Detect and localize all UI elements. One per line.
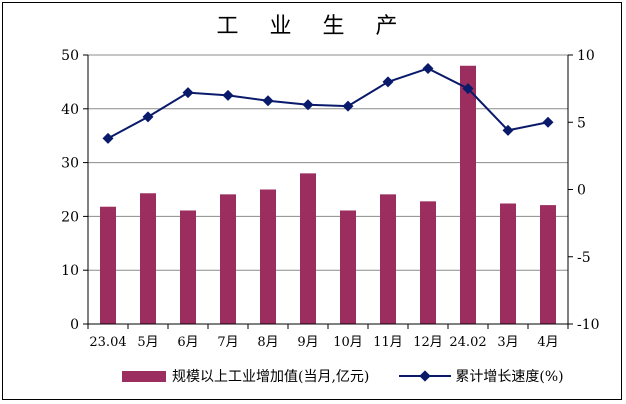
bar: [220, 194, 236, 324]
growth-line: [107, 67, 549, 140]
tick-labels: 0 10 20 30 40 50 -10 -5 0 5 10 23.04 5月 6月 7月 8月 9月 10月 11…: [61, 48, 599, 350]
bar: [540, 205, 556, 324]
right-tick-label: -5: [577, 250, 591, 266]
growth-point: [542, 116, 554, 128]
left-tick-label: 10: [61, 263, 79, 279]
x-tick-label: 5月: [137, 335, 158, 350]
x-tick-label: 11月: [373, 335, 403, 350]
bar: [380, 194, 396, 324]
chart-frame: [2, 2, 622, 400]
legend-bar-swatch: [122, 370, 166, 382]
right-tick-label: 0: [577, 183, 586, 199]
x-tick-label: 12月: [413, 335, 443, 350]
chart-title: 工 业 生 产: [216, 14, 410, 39]
x-tick-label: 10月: [333, 335, 363, 350]
growth-point: [422, 62, 434, 74]
growth-point: [142, 111, 154, 123]
bar-series: [100, 65, 556, 324]
left-tick-label: 0: [70, 317, 79, 333]
legend-line-label: 累计增长速度(%): [455, 369, 564, 385]
line-series: [102, 62, 554, 144]
x-tick-label: 7月: [217, 335, 238, 350]
bar: [140, 193, 156, 324]
chart-legend: 规模以上工业增加值(当月,亿元) 累计增长速度(%): [122, 364, 564, 388]
growth-point: [302, 99, 314, 111]
left-tick-label: 40: [61, 102, 79, 118]
right-tick-label: 5: [577, 115, 586, 131]
bar: [100, 206, 116, 324]
bar: [180, 210, 196, 324]
right-tick-label: -10: [577, 317, 600, 333]
x-tick-label: 8月: [257, 335, 278, 350]
growth-point: [222, 89, 234, 101]
x-tick-label: 3月: [497, 335, 518, 350]
left-tick-label: 30: [61, 156, 79, 172]
x-tick-label: 23.04: [89, 335, 126, 350]
left-tick-label: 20: [61, 209, 79, 225]
bar: [500, 203, 516, 324]
bar: [260, 189, 276, 324]
growth-point: [382, 76, 394, 88]
growth-point: [102, 132, 114, 144]
growth-point: [462, 83, 474, 95]
x-tick-label: 6月: [177, 335, 198, 350]
x-tick-label: 24.02: [449, 335, 486, 350]
growth-point: [262, 95, 274, 107]
x-tick-label: 4月: [537, 335, 558, 350]
legend-line-swatch: [399, 370, 452, 382]
bar: [460, 65, 476, 324]
right-tick-label: 10: [577, 48, 595, 64]
legend-bar-label: 规模以上工业增加值(当月,亿元): [172, 369, 370, 385]
axes: [83, 54, 573, 329]
x-tick-label: 9月: [297, 335, 318, 350]
gridlines: [88, 54, 568, 271]
left-tick-label: 50: [61, 48, 79, 64]
bar: [300, 173, 316, 324]
growth-point: [502, 124, 514, 136]
bar: [340, 210, 356, 324]
growth-point: [182, 87, 194, 99]
growth-point: [342, 100, 354, 112]
bar: [420, 201, 436, 324]
